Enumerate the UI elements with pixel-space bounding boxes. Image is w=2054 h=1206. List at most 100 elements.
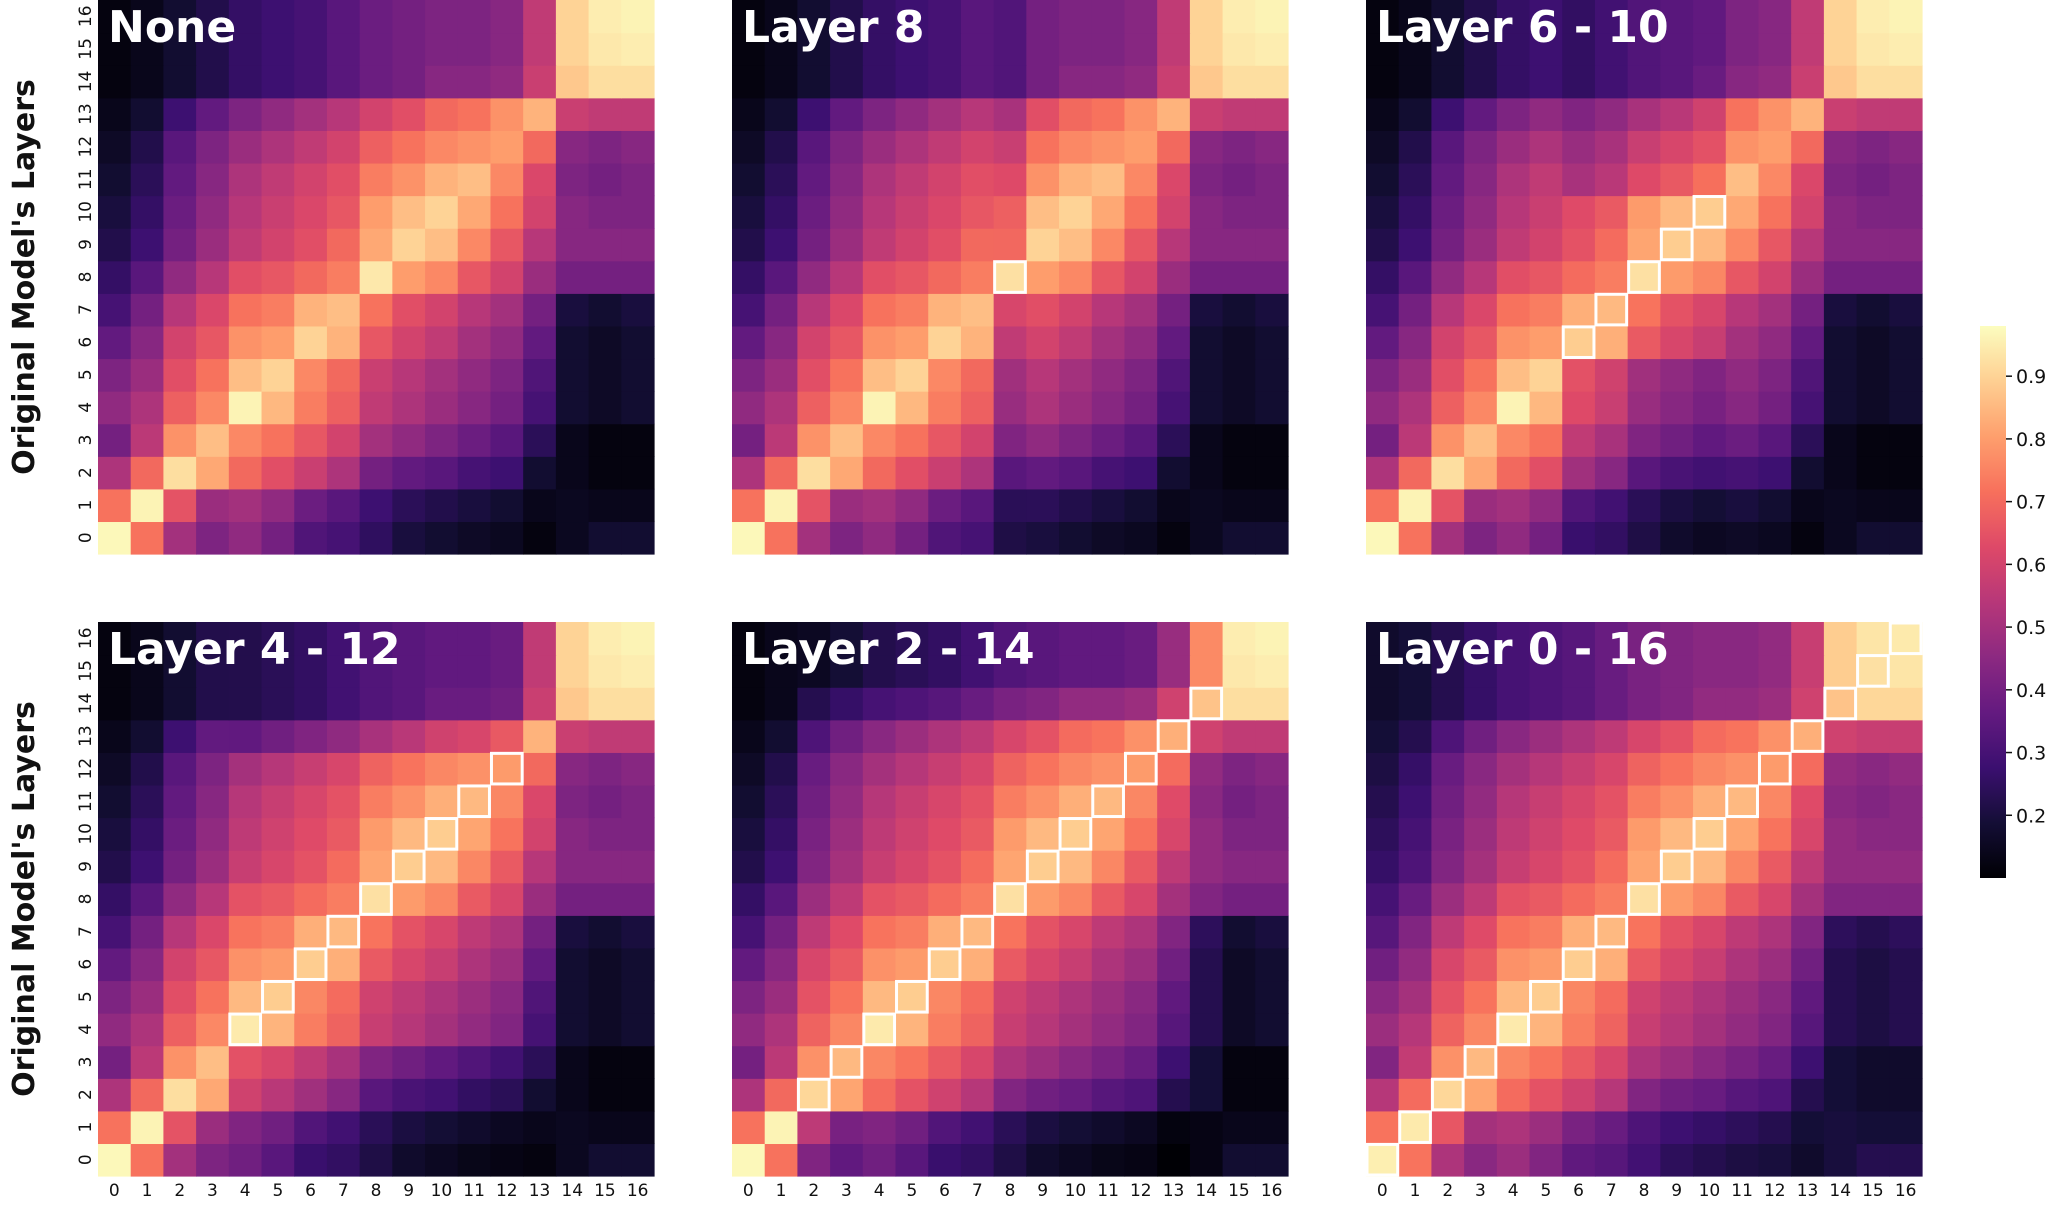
heatmap-cell bbox=[490, 456, 524, 490]
heatmap-cell bbox=[764, 358, 799, 392]
heatmap-cell bbox=[1758, 817, 1792, 851]
heatmap-cell bbox=[1693, 622, 1727, 656]
y-tick-label: 2 bbox=[76, 467, 96, 478]
heatmap-cell bbox=[1627, 228, 1661, 262]
heatmap-cell bbox=[1255, 817, 1289, 851]
heatmap-cell bbox=[1725, 980, 1760, 1014]
heatmap-cell bbox=[1366, 654, 1400, 688]
heatmap-cell bbox=[1189, 130, 1224, 164]
heatmap-cell bbox=[359, 423, 393, 457]
heatmap-cell bbox=[130, 1078, 165, 1112]
heatmap-cell bbox=[261, 488, 295, 523]
heatmap-cell bbox=[1398, 882, 1433, 916]
x-tick-label: 16 bbox=[627, 1181, 649, 1201]
heatmap-cell bbox=[895, 752, 929, 786]
heatmap-cell bbox=[928, 654, 962, 688]
heatmap-cell bbox=[1091, 622, 1126, 656]
y-tick-label: 14 bbox=[76, 71, 96, 93]
heatmap-cell bbox=[1366, 622, 1400, 656]
heatmap-cell bbox=[392, 65, 426, 99]
heatmap-cell bbox=[392, 293, 426, 327]
heatmap-cell bbox=[1222, 130, 1256, 164]
heatmap-cell bbox=[1157, 391, 1191, 425]
heatmap-cell bbox=[1255, 521, 1289, 555]
x-tick-label: 13 bbox=[529, 1181, 551, 1201]
heatmap-cell bbox=[1889, 784, 1923, 819]
heatmap-cell bbox=[1366, 1078, 1400, 1112]
heatmap-cell bbox=[1222, 980, 1256, 1014]
heatmap-cell bbox=[523, 293, 557, 327]
heatmap-cell bbox=[1431, 882, 1465, 916]
heatmap-cell bbox=[1725, 325, 1760, 360]
heatmap-cell bbox=[732, 97, 766, 131]
heatmap-cell bbox=[457, 488, 492, 523]
heatmap-cell bbox=[1823, 947, 1858, 982]
heatmap-cell bbox=[326, 358, 361, 392]
heatmap-cell bbox=[1431, 260, 1465, 294]
heatmap-cell bbox=[1562, 32, 1596, 66]
heatmap-cell bbox=[1189, 325, 1224, 360]
heatmap-cell bbox=[1398, 456, 1433, 490]
y-tick-label: 4 bbox=[76, 402, 96, 413]
heatmap-cell bbox=[196, 521, 230, 555]
heatmap-cell bbox=[621, 1045, 655, 1079]
heatmap-cell bbox=[1124, 162, 1158, 197]
heatmap-cell bbox=[523, 260, 557, 294]
heatmap-cell bbox=[294, 65, 328, 99]
heatmap-cell bbox=[98, 622, 132, 656]
x-tick-label: 9 bbox=[403, 1181, 414, 1201]
heatmap-cell bbox=[1791, 752, 1825, 786]
heatmap-cell bbox=[1889, 32, 1923, 66]
heatmap-cell bbox=[1124, 947, 1158, 982]
heatmap-cell bbox=[326, 293, 361, 327]
heatmap-cell bbox=[228, 1110, 263, 1145]
heatmap-cell bbox=[1464, 1143, 1498, 1177]
heatmap-cell bbox=[1725, 130, 1760, 164]
heatmap-cell bbox=[1725, 293, 1760, 327]
heatmap-cell bbox=[294, 817, 328, 851]
heatmap-cell bbox=[1059, 752, 1093, 786]
heatmap-cell bbox=[490, 947, 524, 982]
heatmap-cell bbox=[764, 784, 799, 819]
heatmap-cell bbox=[457, 358, 492, 392]
heatmap-cell bbox=[862, 1143, 897, 1177]
heatmap-cell bbox=[228, 687, 263, 721]
heatmap-cell bbox=[1398, 130, 1433, 164]
heatmap-cell bbox=[1222, 358, 1256, 392]
heatmap-cell bbox=[1157, 1078, 1191, 1112]
heatmap-cell bbox=[1660, 687, 1694, 721]
heatmap-cell bbox=[1594, 915, 1629, 949]
heatmap-cell bbox=[1660, 1045, 1694, 1079]
heatmap-cell bbox=[960, 358, 995, 392]
x-tick-label: 5 bbox=[272, 1181, 283, 1201]
heatmap-cell bbox=[797, 456, 831, 490]
heatmap-cell bbox=[359, 228, 393, 262]
heatmap-cell bbox=[960, 456, 995, 490]
heatmap-cell bbox=[163, 358, 197, 392]
heatmap-cell bbox=[1124, 97, 1158, 131]
heatmap-cell bbox=[1255, 260, 1289, 294]
heatmap-cell bbox=[1091, 850, 1126, 884]
x-tick-label: 11 bbox=[1097, 1181, 1119, 1201]
heatmap-cell bbox=[130, 521, 165, 555]
heatmap-cell bbox=[862, 752, 897, 786]
heatmap-cell bbox=[1189, 97, 1224, 131]
heatmap-cell bbox=[1189, 882, 1224, 916]
heatmap-cell bbox=[130, 325, 165, 360]
heatmap-cell bbox=[457, 947, 492, 982]
heatmap-cell bbox=[732, 622, 766, 656]
heatmap-cell bbox=[960, 0, 995, 34]
heatmap-cell bbox=[359, 0, 393, 34]
heatmap-cell bbox=[895, 423, 929, 457]
heatmap-cell bbox=[1059, 358, 1093, 392]
heatmap-cell bbox=[326, 97, 361, 131]
heatmap-cell bbox=[1026, 622, 1060, 656]
heatmap-cell bbox=[392, 719, 426, 753]
heatmap-cell bbox=[993, 293, 1027, 327]
heatmap-cell bbox=[1693, 162, 1727, 197]
heatmap-cell bbox=[732, 1013, 766, 1047]
heatmap-cell bbox=[1124, 488, 1158, 523]
heatmap-cell bbox=[261, 228, 295, 262]
heatmap-cell bbox=[588, 654, 622, 688]
heatmap-cell bbox=[1091, 521, 1126, 555]
